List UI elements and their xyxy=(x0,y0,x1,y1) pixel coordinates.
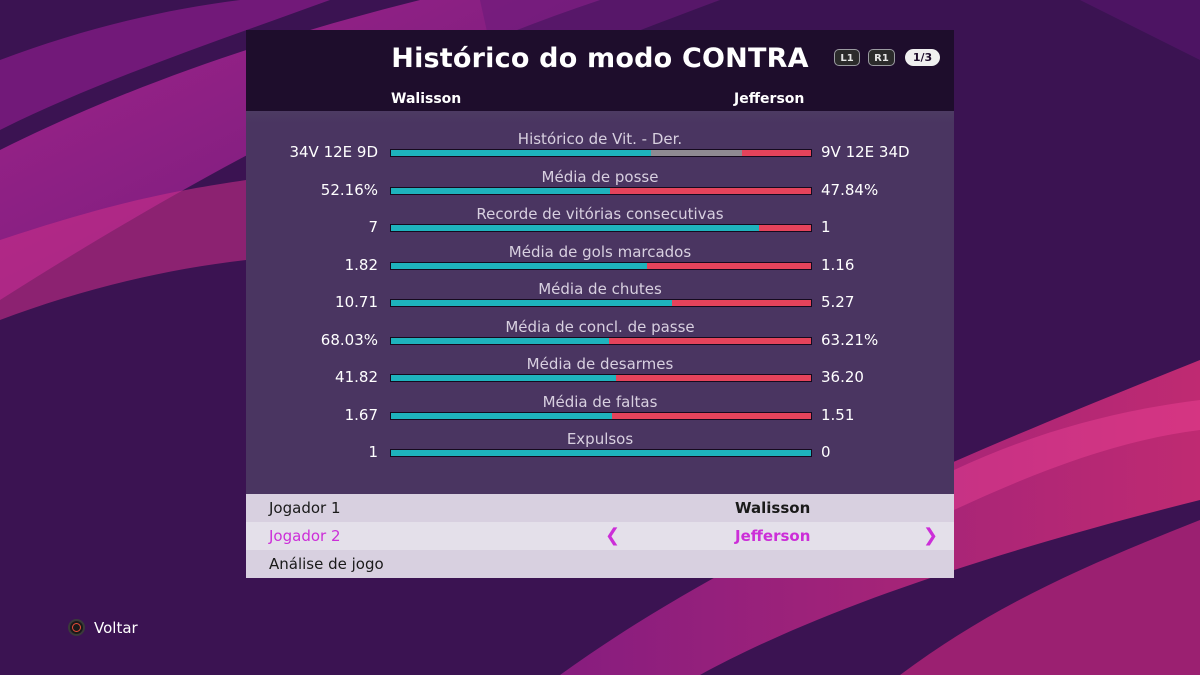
stat-row: Média de desarmes 41.82 36.20 xyxy=(246,355,954,393)
stat-right-value: 1.51 xyxy=(821,405,855,424)
stat-row: Média de chutes 10.71 5.27 xyxy=(246,280,954,318)
panel-header: Histórico do modo CONTRA L1 R1 1/3 Walis… xyxy=(246,30,954,111)
stat-comparison-bar xyxy=(390,411,812,420)
stat-row: Média de posse 52.16% 47.84% xyxy=(246,168,954,206)
stat-comparison-bar xyxy=(390,261,812,270)
stat-label: Média de faltas xyxy=(542,392,658,411)
stat-label: Média de posse xyxy=(541,167,659,186)
stat-bar-left-segment xyxy=(391,262,648,269)
back-label: Voltar xyxy=(94,619,138,637)
stat-left-value: 1 xyxy=(368,443,378,461)
stat-left-value: 1.67 xyxy=(344,405,378,424)
stat-bar-left-segment xyxy=(391,337,609,344)
stat-bar-left-segment xyxy=(391,300,673,306)
stat-label: Histórico de Vit. - Der. xyxy=(517,130,683,148)
stat-label: Recorde de vitórias consecutivas xyxy=(476,205,724,223)
stat-label: Média de chutes xyxy=(538,280,662,298)
page-title: Histórico do modo CONTRA xyxy=(391,43,809,74)
stat-left-value: 52.16% xyxy=(320,180,378,199)
stat-bar-left-segment xyxy=(391,450,811,456)
stat-label: Média de desarmes xyxy=(526,355,674,373)
stat-right-value: 47.84% xyxy=(821,180,879,199)
options-menu: Jogador 1 Walisson Jogador 2 ❮ Jefferson… xyxy=(246,494,954,578)
stat-right-value: 5.27 xyxy=(821,293,855,311)
stat-label: Média de concl. de passe xyxy=(505,317,695,336)
stat-left-value: 68.03% xyxy=(320,330,378,349)
stat-row: Média de faltas 1.67 1.51 xyxy=(246,393,954,431)
stat-right-value: 0 xyxy=(821,443,831,461)
player2-label: Jogador 2 xyxy=(269,527,341,545)
stat-row: Recorde de vitórias consecutivas 7 1 xyxy=(246,205,954,243)
stat-label: Expulsos xyxy=(566,430,634,448)
r1-button-icon[interactable]: R1 xyxy=(868,49,895,66)
versus-history-panel: Histórico do modo CONTRA L1 R1 1/3 Walis… xyxy=(246,30,954,578)
stat-left-value: 34V 12E 9D xyxy=(289,143,378,161)
player1-label: Jogador 1 xyxy=(269,499,341,517)
stat-row: Histórico de Vit. - Der. 34V 12E 9D 9V 12E… xyxy=(246,130,954,168)
stat-right-value: 9V 12E 34D xyxy=(821,143,910,161)
chevron-right-icon[interactable]: ❯ xyxy=(923,525,939,546)
stat-comparison-bar xyxy=(390,449,812,457)
stat-comparison-bar xyxy=(390,299,812,307)
stat-right-value: 63.21% xyxy=(821,330,879,349)
stat-comparison-bar xyxy=(390,374,812,382)
player1-value: Walisson xyxy=(735,499,811,517)
chevron-left-icon[interactable]: ❮ xyxy=(605,525,621,546)
stat-bar-left-segment xyxy=(391,225,759,231)
stat-left-value: 7 xyxy=(368,218,378,236)
stat-comparison-bar xyxy=(390,224,812,232)
stat-left-value: 10.71 xyxy=(335,293,378,311)
stats-list: Histórico de Vit. - Der. 34V 12E 9D 9V 12E… xyxy=(246,111,954,494)
stat-bar-draw-segment xyxy=(650,150,743,156)
menu-row-player2[interactable]: Jogador 2 ❮ Jefferson ❯ xyxy=(246,522,954,550)
stat-bar-left-segment xyxy=(391,412,612,419)
stat-row: Média de gols marcados 1.82 1.16 xyxy=(246,243,954,281)
l1-button-icon[interactable]: L1 xyxy=(834,49,860,66)
stat-row: Expulsos 1 0 xyxy=(246,430,954,468)
circle-button-icon xyxy=(68,619,85,636)
stat-row: Média de concl. de passe 68.03% 63.21% xyxy=(246,318,954,356)
stat-bar-left-segment xyxy=(391,150,651,156)
stat-label: Média de gols marcados xyxy=(508,242,692,261)
menu-row-player1[interactable]: Jogador 1 Walisson xyxy=(246,494,954,522)
right-player-name: Jefferson xyxy=(734,91,805,107)
stat-right-value: 36.20 xyxy=(821,368,864,386)
stat-right-value: 1.16 xyxy=(821,255,855,274)
stat-comparison-bar xyxy=(390,149,812,157)
stat-right-value: 1 xyxy=(821,218,831,236)
page-indicator: 1/3 xyxy=(905,49,940,66)
stat-left-value: 1.82 xyxy=(344,255,378,274)
stat-left-value: 41.82 xyxy=(335,368,378,386)
player2-value: Jefferson xyxy=(735,527,811,545)
menu-row-analysis[interactable]: Análise de jogo xyxy=(246,550,954,578)
stat-comparison-bar xyxy=(390,336,812,345)
stat-comparison-bar xyxy=(390,186,812,195)
left-player-name: Walisson xyxy=(391,91,462,107)
analysis-label: Análise de jogo xyxy=(269,555,384,573)
stat-bar-left-segment xyxy=(391,375,617,381)
stat-bar-left-segment xyxy=(391,187,611,194)
